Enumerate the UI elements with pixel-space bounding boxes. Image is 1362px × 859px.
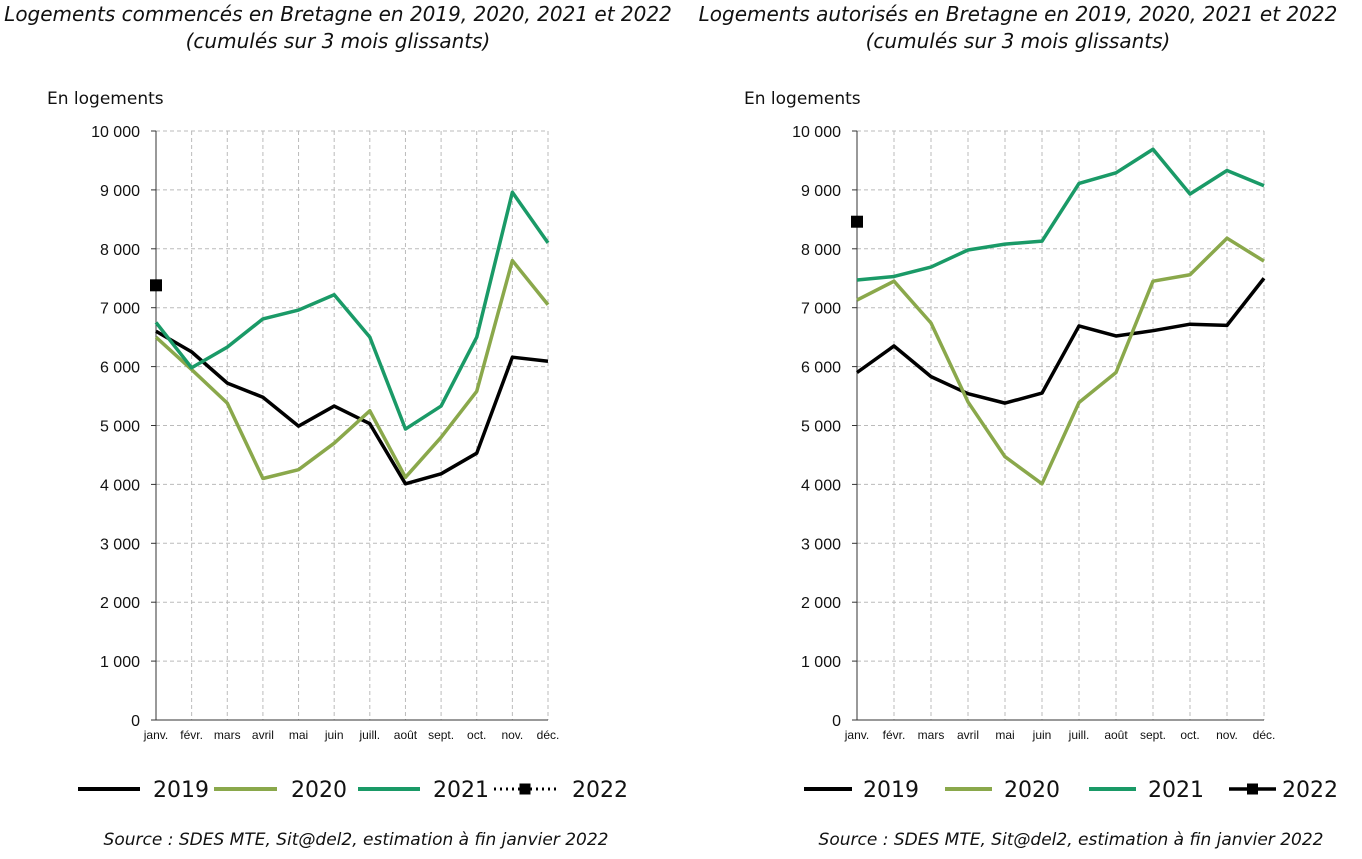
y-axis-label: En logements (47, 89, 164, 109)
x-tick-label: mai (995, 728, 1014, 742)
y-tick-label: 5 000 (100, 419, 140, 436)
y-tick-label: 9 000 (100, 183, 140, 200)
x-tick-label: févr. (883, 728, 906, 742)
x-tick-label: mars (214, 728, 241, 742)
x-tick-label: nov. (501, 728, 523, 742)
y-tick-label: 3 000 (100, 536, 140, 553)
y-tick-label: 1 000 (100, 654, 140, 671)
x-tick-label: déc. (537, 728, 560, 742)
legend-marker (519, 783, 531, 795)
legend: 2019 2020 2021 2022 (804, 778, 1338, 803)
legend: 2019 2020 2021 2022 (78, 778, 628, 803)
y-tick-label: 0 (131, 713, 140, 730)
x-tick-label: oct. (467, 728, 486, 742)
x-tick-label: févr. (180, 728, 203, 742)
x-tick-label: nov. (1216, 728, 1238, 742)
y-tick-label: 4 000 (801, 477, 841, 494)
legend-item-2022: 2022 (1229, 778, 1338, 803)
y-tick-label: 2 000 (801, 595, 841, 612)
x-tick-label: juin (1032, 728, 1052, 742)
chart-title: Logements commencés en Bretagne en 2019,… (4, 2, 672, 26)
y-tick-label: 7 000 (100, 301, 140, 318)
x-tick-label: avril (252, 728, 274, 742)
x-tick-label: juill. (358, 728, 380, 742)
series-line-2021 (856, 147, 1265, 282)
legend-label: 2019 (863, 778, 919, 803)
source-note: Source : SDES MTE, Sit@del2, estimation … (104, 830, 609, 850)
legend-item-2021: 2021 (1089, 778, 1204, 803)
y-tick-label: 7 000 (801, 301, 841, 318)
legend-label: 2020 (1004, 778, 1060, 803)
y-tick-label: 6 000 (801, 360, 841, 377)
y-tick-label: 8 000 (100, 242, 140, 259)
legend-item-2021: 2021 (358, 778, 489, 803)
chart-subtitle: (cumulés sur 3 mois glissants) (186, 29, 491, 53)
series-line-2021 (154, 190, 550, 431)
y-tick-label: 5 000 (801, 419, 841, 436)
x-tick-label: mai (289, 728, 308, 742)
y-tick-label: 0 (832, 713, 841, 730)
series-line-2020 (856, 236, 1265, 486)
legend-item-2019: 2019 (78, 778, 209, 803)
chart-subtitle: (cumulés sur 3 mois glissants) (866, 29, 1171, 53)
data-point-2022 (851, 215, 863, 228)
legend-label: 2019 (153, 778, 209, 803)
x-tick-label: sept. (428, 728, 454, 742)
chart-2: Logements autorisés en Bretagne en 2019,… (699, 2, 1338, 850)
y-tick-label: 2 000 (100, 595, 140, 612)
x-tick-label: janv. (844, 728, 869, 742)
x-tick-label: août (1104, 728, 1128, 742)
y-tick-label: 8 000 (801, 242, 841, 259)
y-axis-label: En logements (744, 89, 861, 109)
y-tick-label: 3 000 (801, 536, 841, 553)
y-tick-label: 4 000 (100, 477, 140, 494)
y-tick-label: 10 000 (91, 124, 140, 141)
y-tick-label: 1 000 (801, 654, 841, 671)
x-tick-label: juill. (1068, 728, 1090, 742)
legend-marker (1247, 783, 1258, 795)
x-tick-label: août (394, 728, 418, 742)
x-tick-label: juin (324, 728, 344, 742)
y-tick-label: 10 000 (792, 124, 841, 141)
legend-label: 2020 (291, 778, 347, 803)
x-tick-label: mars (918, 728, 945, 742)
legend-label: 2022 (572, 778, 628, 803)
series-line-2019 (155, 329, 549, 486)
legend-label: 2022 (1282, 778, 1338, 803)
legend-label: 2021 (433, 778, 489, 803)
series-line-2019 (855, 277, 1266, 405)
series-line-2020 (154, 258, 550, 481)
legend-item-2020: 2020 (214, 778, 347, 803)
x-tick-label: janv. (143, 728, 168, 742)
legend-item-2019: 2019 (804, 778, 919, 803)
x-tick-label: sept. (1140, 728, 1166, 742)
y-tick-label: 9 000 (801, 183, 841, 200)
y-tick-label: 6 000 (100, 360, 140, 377)
x-tick-label: oct. (1180, 728, 1199, 742)
chart-title: Logements autorisés en Bretagne en 2019,… (699, 2, 1338, 26)
chart-1: Logements commencés en Bretagne en 2019,… (4, 2, 672, 850)
x-tick-label: déc. (1253, 728, 1276, 742)
data-point-2022 (150, 279, 162, 292)
source-note: Source : SDES MTE, Sit@del2, estimation … (819, 830, 1324, 850)
legend-item-2020: 2020 (945, 778, 1060, 803)
x-tick-label: avril (957, 728, 979, 742)
legend-item-2022: 2022 (494, 778, 628, 803)
legend-label: 2021 (1148, 778, 1204, 803)
